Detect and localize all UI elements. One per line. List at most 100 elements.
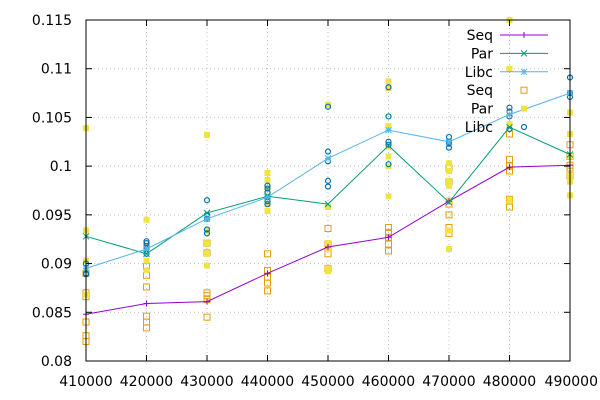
series-point [203,215,211,223]
y-tick-label: 0.08 [41,354,72,370]
y-tick-label: 0.1 [50,159,72,175]
scatter-point [203,289,211,297]
series-point [143,300,150,307]
series-point [385,234,392,241]
scatter-point [143,238,150,245]
y-tick-label: 0.105 [32,110,72,126]
scatter-point [324,224,332,232]
scatter-point [143,267,150,274]
legend-item-scatter-seq: Seq [467,83,528,99]
series-point [143,250,150,258]
legend-item-line-seq: Seq [467,28,548,44]
scatter-point [143,216,150,223]
scatter-point [264,185,271,192]
scatter-point [506,155,513,163]
scatter-point [203,230,211,237]
series-point [324,154,332,162]
scatter-point [143,324,150,332]
scatter-point [143,240,150,247]
series-point [445,138,453,146]
legend-marker [520,68,528,76]
series-point [506,111,513,118]
legend-label: Par [471,46,493,62]
legend-label: Seq [467,28,493,44]
scatter-point [264,201,271,208]
legend-item-line-libc: Libc [465,65,548,81]
y-tick-label: 0.085 [32,305,72,321]
scatter-point [264,207,271,214]
scatter-point [506,121,513,128]
scatter-point [385,113,392,120]
scatter-point [506,203,513,211]
scatter-point [446,177,452,184]
y-tick-label: 0.115 [32,13,72,29]
scatter-point [324,183,332,190]
scatter-point [204,131,210,138]
legend-label: Libc [465,65,493,81]
scatter-point [143,283,150,291]
x-tick-label: 460000 [362,374,415,390]
legend-marker [520,123,528,131]
series-point [204,298,210,305]
scatter-point [264,182,271,189]
scatter-point [385,78,392,85]
scatter-point [325,265,331,272]
series-point [325,244,331,251]
legend-item-line-par: Par [471,46,548,62]
scatter-point [446,245,452,252]
series-point [385,126,392,134]
x-tick-label: 440000 [241,374,294,390]
scatter-point [445,211,453,219]
legend-label: Par [471,102,493,118]
scatter-point [324,177,332,184]
scatter-point [385,84,392,91]
legend-item-scatter-par: Par [471,102,527,118]
scatter-point [385,153,392,160]
scatter-point [385,247,392,255]
y-tick-label: 0.095 [32,208,72,224]
series-point [324,200,332,208]
x-tick-label: 420000 [120,374,173,390]
scatter-point [385,85,392,92]
scatter-point [446,182,452,189]
series-point [203,209,211,217]
series-line [85,164,571,315]
x-tick-label: 430000 [180,374,233,390]
scatter-point [506,197,513,204]
scatter-point [324,103,332,110]
axes-ticks: 0.08 0.085 0.09 0.095 0.1 0.105 0.11 0.115 41000… [32,13,598,390]
scatter-point [385,193,392,200]
scatter-point [143,312,150,320]
scatter-point [506,130,513,138]
series-point [445,198,453,206]
scatter-point [204,240,210,247]
scatter-point [385,161,392,168]
scatter-point [506,104,513,111]
legend-label: Libc [465,120,493,136]
series-line [85,126,571,255]
scatter-point [325,240,331,247]
scatter-point [385,138,392,145]
scatter-point [203,197,211,204]
series-point [385,142,392,150]
series-point [506,123,513,131]
scatter-point [385,224,392,232]
scatter-point [325,204,331,211]
x-tick-label: 450000 [301,374,354,390]
legend-marker [520,86,528,94]
series-point [446,198,452,205]
legend-marker [521,105,527,112]
scatter-point [385,141,392,148]
scatter-point [385,123,392,130]
series-point [264,193,271,201]
y-tick-label: 0.09 [41,257,72,273]
series-point [506,164,513,171]
plot-frame [85,19,571,362]
scatter-point [506,65,513,72]
scatter-point [264,169,271,176]
scatter-point [446,168,452,175]
scatter-point [264,176,271,183]
y-tick-label: 0.11 [41,62,72,78]
scatter-point [143,257,150,264]
